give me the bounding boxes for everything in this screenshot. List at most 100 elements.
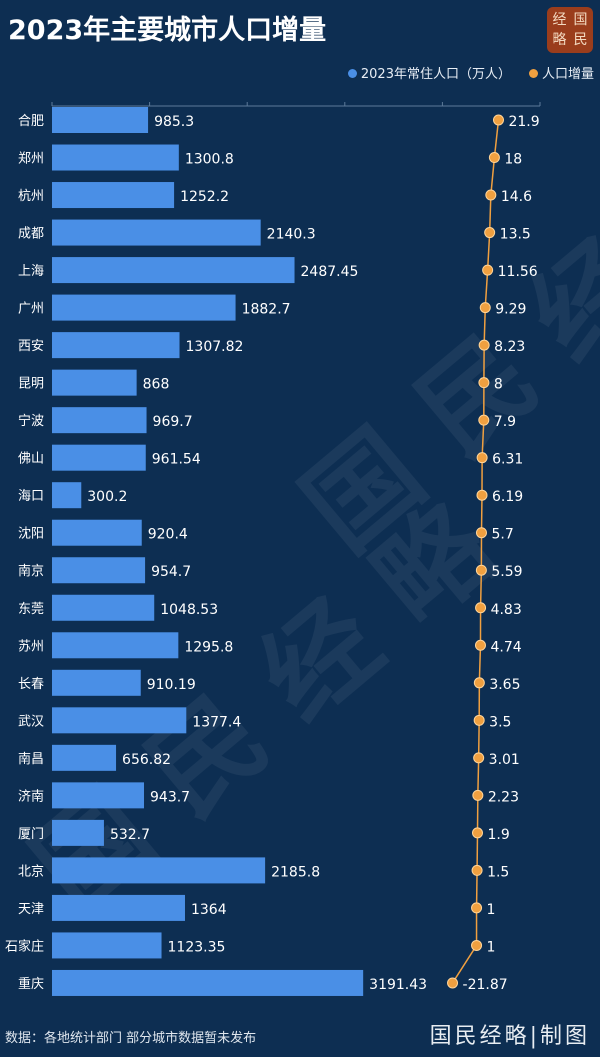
- bar: [52, 182, 175, 209]
- category-label: 郑州: [18, 152, 44, 167]
- increase-point: [476, 452, 488, 464]
- increase-value-label: 13.5: [500, 227, 531, 243]
- increase-value-label: 8.23: [494, 339, 525, 355]
- category-label: 昆明: [18, 377, 44, 392]
- increase-line: [451, 119, 500, 984]
- bar-value-label: 532.7: [110, 827, 150, 843]
- increase-value-label: 4.83: [491, 602, 522, 618]
- increase-value-label: 6.31: [492, 452, 523, 468]
- increase-value-label: 1.5: [487, 864, 509, 880]
- bar: [52, 669, 141, 696]
- bar-value-label: 961.54: [152, 452, 201, 468]
- increase-point: [479, 302, 491, 314]
- increase-point: [484, 227, 496, 239]
- increase-point: [475, 602, 487, 614]
- bar-value-label: 1882.7: [242, 302, 291, 318]
- bar: [52, 632, 179, 659]
- bar-value-label: 954.7: [151, 564, 191, 580]
- category-label: 武汉: [18, 714, 44, 729]
- increase-value-label: 5.59: [491, 564, 522, 580]
- increase-value-label: -21.87: [463, 977, 508, 993]
- increase-point: [488, 152, 500, 164]
- increase-point: [473, 752, 485, 764]
- category-label: 合肥: [18, 114, 44, 129]
- increase-value-label: 5.7: [491, 527, 513, 543]
- bar: [52, 444, 146, 471]
- increase-point: [478, 377, 490, 389]
- bar-value-label: 656.82: [122, 752, 171, 768]
- category-label: 杭州: [18, 189, 44, 204]
- increase-point: [492, 114, 504, 126]
- increase-point: [473, 677, 485, 689]
- category-label: 济南: [18, 788, 44, 804]
- category-label: 南京: [18, 563, 44, 579]
- bar: [52, 144, 179, 171]
- bar-value-label: 2487.45: [301, 264, 359, 280]
- increase-point: [471, 827, 483, 839]
- bar: [52, 294, 236, 321]
- category-label: 西安: [18, 339, 44, 354]
- increase-point: [447, 977, 459, 989]
- category-label: 海口: [18, 489, 44, 504]
- bar: [52, 369, 137, 396]
- bar-value-label: 2185.8: [271, 864, 320, 880]
- category-label: 东莞: [18, 602, 44, 617]
- legend: 2023年常住人口（万人） 人口增量: [347, 63, 594, 82]
- logo: 经国略民: [547, 7, 593, 53]
- bar: [52, 332, 180, 359]
- category-label: 成都: [18, 227, 44, 242]
- bar: [52, 482, 82, 509]
- increase-point: [472, 789, 484, 801]
- bar: [52, 894, 185, 921]
- bar-value-label: 1300.8: [185, 152, 234, 168]
- increase-point: [475, 527, 487, 539]
- category-label: 佛山: [18, 452, 44, 467]
- bar-value-label: 910.19: [147, 677, 196, 693]
- bar-value-label: 1307.82: [186, 339, 244, 355]
- bar: [52, 819, 104, 846]
- bar-value-label: 300.2: [87, 489, 127, 505]
- increase-point: [474, 639, 486, 651]
- bar-value-label: 943.7: [150, 789, 190, 805]
- category-label: 上海: [18, 264, 44, 279]
- bar-value-label: 1364: [191, 902, 227, 918]
- category-label: 石家庄: [5, 938, 44, 954]
- bar: [52, 594, 155, 621]
- category-label: 沈阳: [18, 527, 44, 542]
- bar: [52, 257, 295, 284]
- bar: [52, 407, 147, 434]
- bar: [52, 519, 142, 546]
- bar-value-label: 2140.3: [267, 227, 316, 243]
- bar: [52, 782, 145, 809]
- increase-value-label: 18: [504, 152, 522, 168]
- category-label: 天津: [18, 902, 44, 917]
- category-label: 北京: [18, 864, 44, 879]
- bar: [52, 557, 146, 584]
- increase-value-label: 3.65: [489, 677, 520, 693]
- category-label: 南昌: [18, 751, 44, 767]
- bar-value-label: 920.4: [148, 527, 188, 543]
- bar-value-label: 3191.43: [369, 977, 427, 993]
- bar-value-label: 868: [143, 377, 170, 393]
- increase-value-label: 21.9: [508, 114, 539, 130]
- increase-value-label: 8: [494, 377, 503, 393]
- bar: [52, 857, 266, 884]
- increase-value-label: 11.56: [498, 264, 538, 280]
- increase-point: [485, 189, 497, 201]
- category-label: 广州: [18, 302, 44, 317]
- increase-point: [478, 339, 490, 351]
- increase-value-label: 9.29: [495, 302, 526, 318]
- bar: [52, 744, 117, 771]
- category-label: 重庆: [18, 976, 44, 992]
- category-label: 苏州: [18, 638, 44, 654]
- brand-credit: 国民经略|制图: [429, 1024, 590, 1049]
- bar-value-label: 1295.8: [184, 639, 233, 655]
- category-label: 长春: [18, 677, 44, 692]
- legend-item-increase: 人口增量: [528, 63, 594, 82]
- bar-value-label: 969.7: [153, 414, 193, 430]
- bar-value-label: 1048.53: [160, 602, 218, 618]
- chart-title: 2023年主要城市人口增量: [8, 15, 327, 46]
- category-label: 宁波: [18, 413, 44, 429]
- increase-point: [478, 414, 490, 426]
